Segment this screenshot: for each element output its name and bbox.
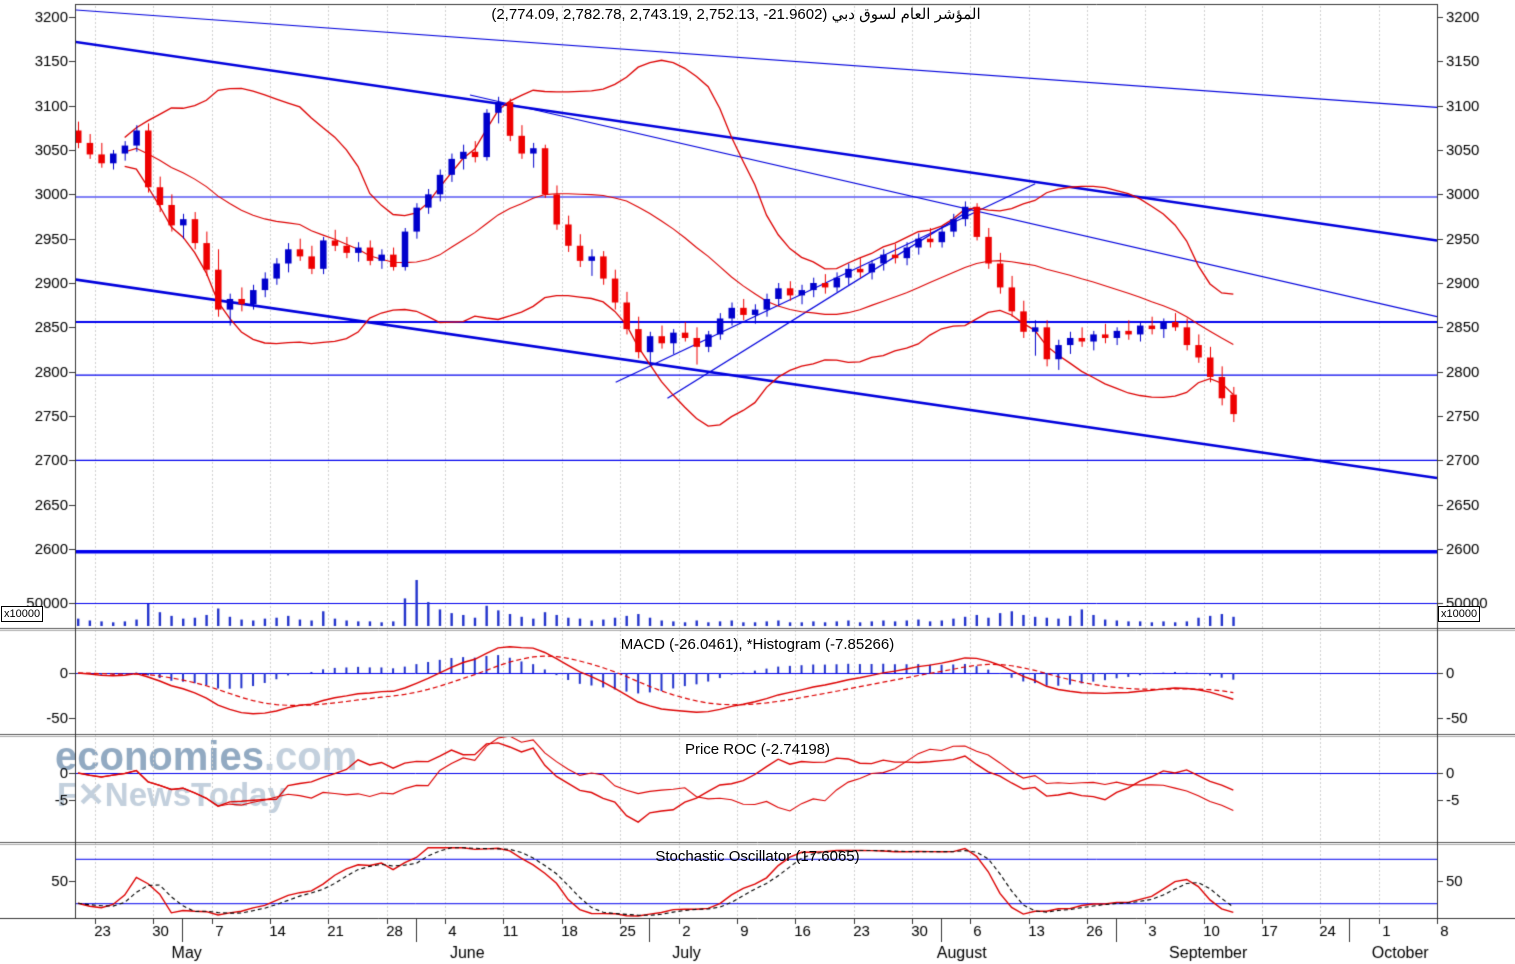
macd-panel-label: MACD (-26.0461), *Histogram (-7.85266) — [620, 636, 895, 653]
stochastic-panel-label: Stochastic Oscillator (17.6065) — [655, 848, 860, 865]
roc-panel-label: Price ROC (-2.74198) — [684, 741, 831, 758]
volume-scale-badge-left: x10000 — [1, 606, 44, 622]
chart-title: (2,774.09, 2,782.78, 2,743.19, 2,752.13,… — [491, 6, 981, 23]
volume-scale-badge-right: x10000 — [1438, 606, 1481, 622]
